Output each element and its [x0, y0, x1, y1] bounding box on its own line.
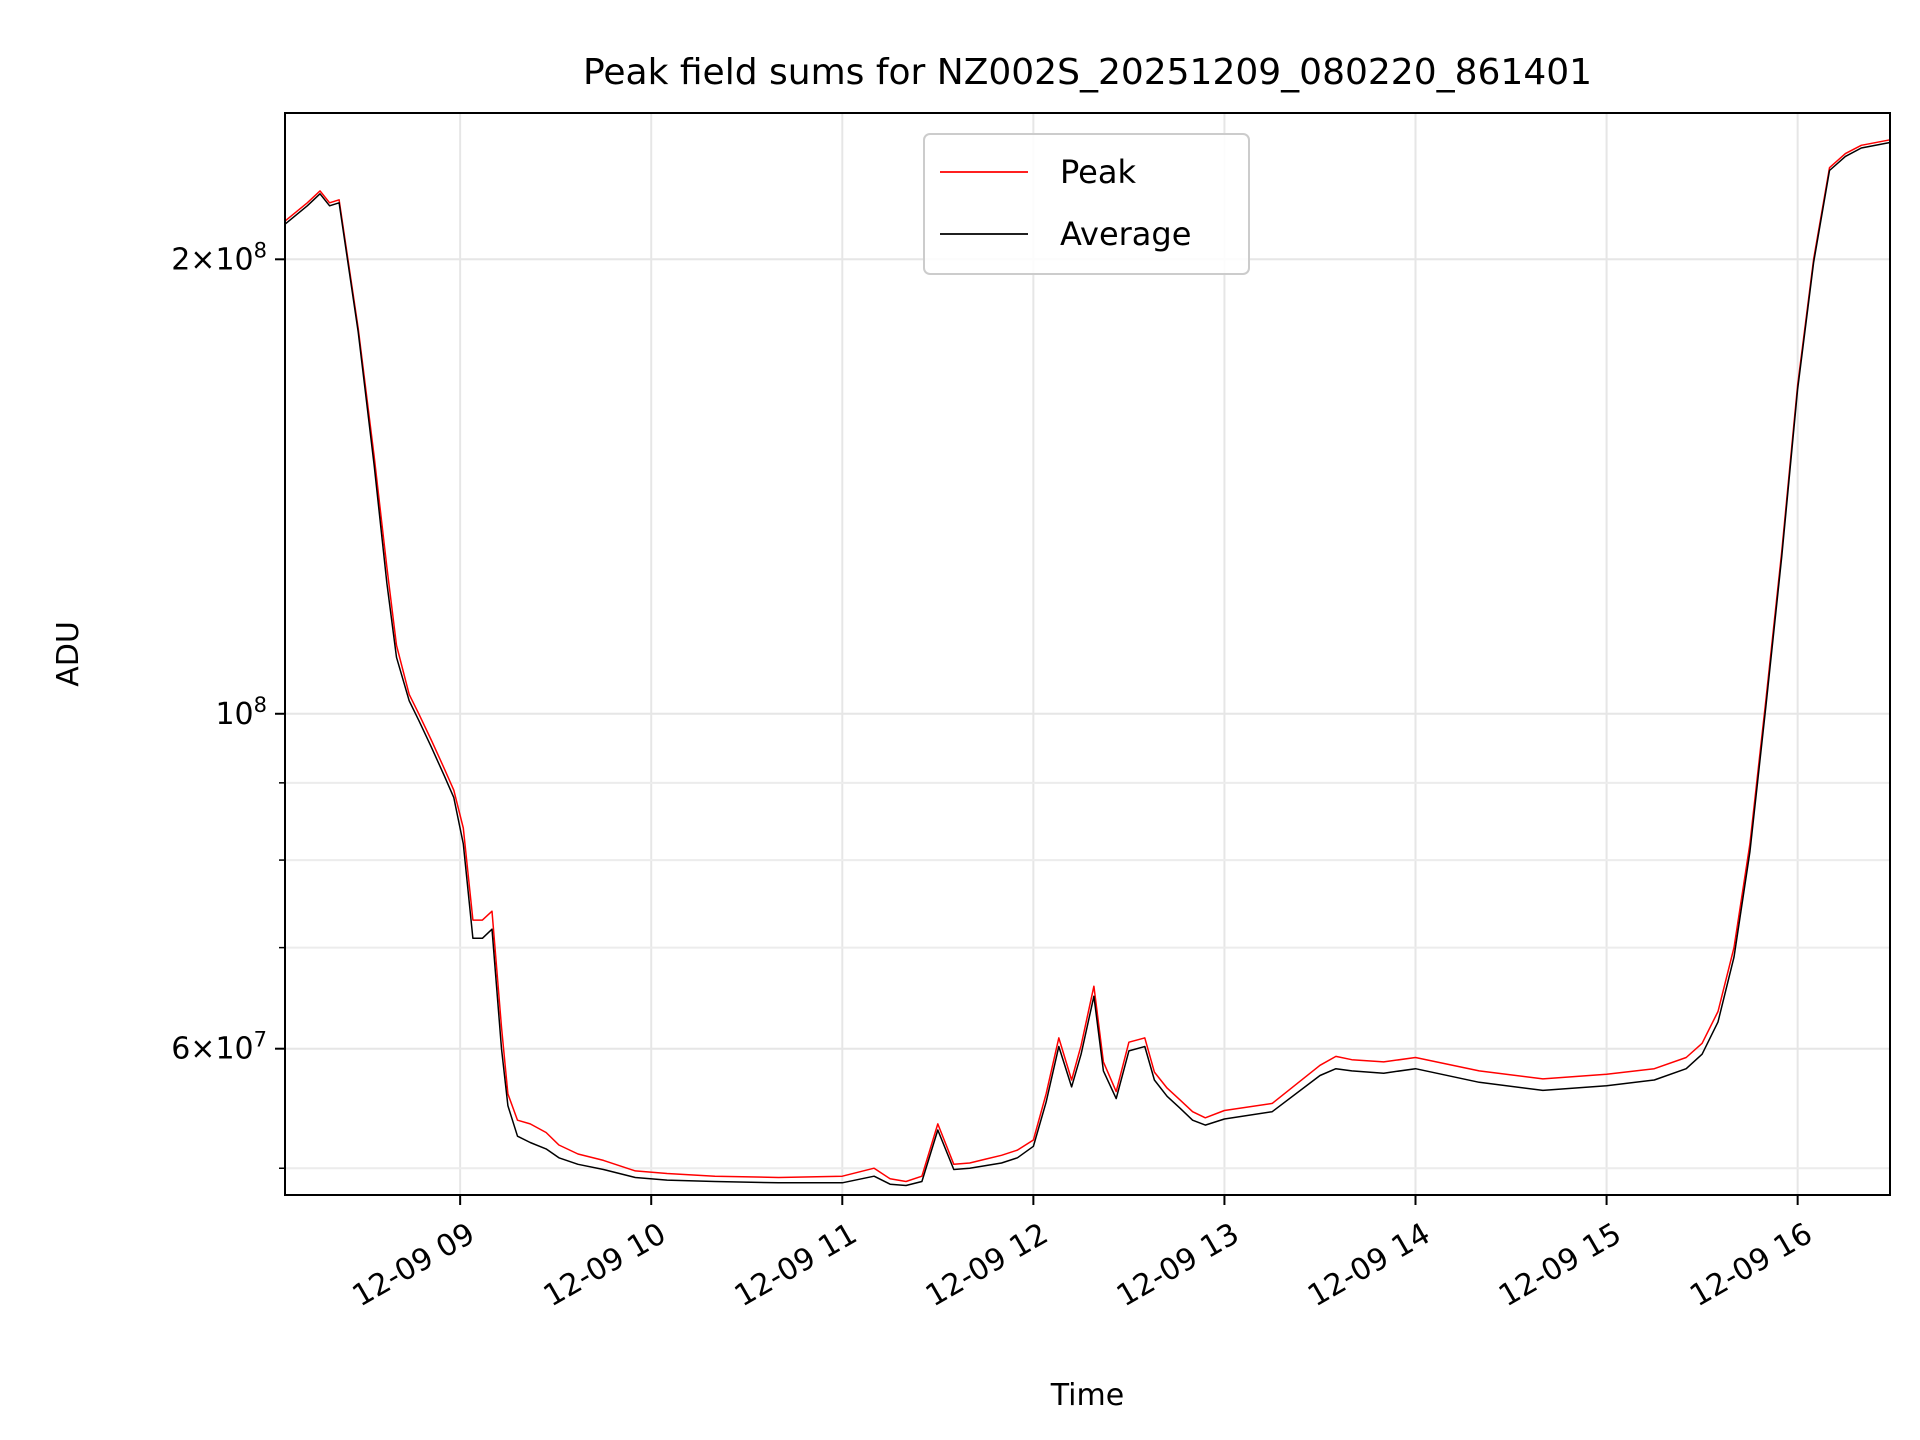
y-tick-label: 108	[215, 693, 267, 732]
y-tick-exponent: 8	[254, 693, 267, 717]
legend-label: Peak	[1060, 153, 1136, 191]
y-tick-label: 2×108	[171, 238, 267, 277]
y-axis-label: ADU	[51, 621, 86, 687]
y-tick-base: 10	[215, 1032, 253, 1067]
series-lines	[284, 139, 1891, 1187]
y-tick-times: ×	[190, 1032, 215, 1067]
legend-label: Average	[1060, 215, 1191, 253]
y-tick-exponent: 7	[254, 1028, 267, 1052]
y-tick-mantissa: 2	[171, 242, 190, 277]
y-tick-times: ×	[190, 242, 215, 277]
series-line-average	[284, 141, 1891, 1187]
y-tick-exponent: 8	[254, 238, 267, 262]
y-tick-base: 10	[215, 697, 253, 732]
legend-box	[923, 133, 1250, 275]
series-line-peak	[284, 139, 1891, 1183]
y-tick-mantissa: 6	[171, 1032, 190, 1067]
x-axis-label: Time	[1050, 1378, 1124, 1413]
plot-area-frame	[284, 112, 1891, 1196]
y-tick-base: 10	[215, 242, 253, 277]
y-tick-label: 6×107	[171, 1028, 267, 1067]
chart-title: Peak field sums for NZ002S_20251209_0802…	[583, 52, 1592, 93]
legend: Peak Average	[923, 133, 1250, 275]
